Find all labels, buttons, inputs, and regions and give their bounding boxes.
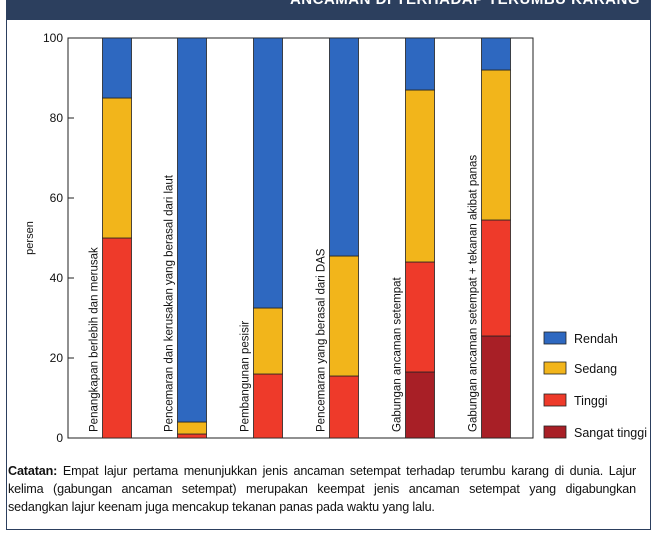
category-label-5: Gabungan ancaman setempat <box>392 276 404 432</box>
bar-4-tinggi <box>329 375 359 439</box>
bar-1-rendah <box>102 37 132 99</box>
legend-swatch-sangat-tinggi <box>543 425 567 439</box>
legend-label-rendah: Rendah <box>574 332 618 346</box>
category-label-6: Gabungan ancaman setempat + tekanan akib… <box>468 155 480 432</box>
bar-2-tinggi <box>177 433 207 439</box>
legend-label-sedang: Sedang <box>574 362 617 376</box>
y-tick-label-60: 60 <box>50 191 64 205</box>
bar-4-rendah <box>329 37 359 257</box>
bar-1-sedang <box>102 97 132 239</box>
y-tick-label-40: 40 <box>50 271 64 285</box>
bar-6-rendah <box>481 37 511 71</box>
legend-swatch-sedang <box>543 361 567 375</box>
legend-swatch-tinggi <box>543 393 567 407</box>
category-label-1: Penangkapan berlebih dan merusak <box>89 247 101 432</box>
legend-swatch-rendah <box>543 331 567 345</box>
category-label-3: Pembangunan pesisir <box>240 321 252 432</box>
bar-2-sedang <box>177 421 207 435</box>
bar-5-sangat-tinggi <box>405 371 435 439</box>
bar-1-tinggi <box>102 237 132 439</box>
plot-frame <box>67 37 534 439</box>
bar-5-sedang <box>405 89 435 263</box>
chart-note: Catatan: Empat lajur pertama menunjukkan… <box>8 462 636 516</box>
legend-label-tinggi: Tinggi <box>574 394 608 408</box>
category-label-2: Pencemaran dan kerusakan yang berasal da… <box>164 174 176 432</box>
header-band: ANCAMAN DI TERHADAP TERUMBU KARANG <box>7 0 650 20</box>
note-label: Catatan: <box>8 464 58 478</box>
bar-6-tinggi <box>481 219 511 337</box>
legend-label-sangat-tinggi: Sangat tinggi <box>574 426 647 440</box>
y-axis-label: persen <box>24 221 36 255</box>
bar-5-rendah <box>405 37 435 91</box>
bar-2-rendah <box>177 37 207 423</box>
bar-5-tinggi <box>405 261 435 373</box>
bar-3-tinggi <box>253 373 283 439</box>
y-tick-label-100: 100 <box>43 31 63 45</box>
bar-6-sedang <box>481 69 511 221</box>
note-text: Empat lajur pertama menunjukkan jenis an… <box>8 464 636 514</box>
stacked-bar-chart: 0 20 40 60 80 100 persen Penangkapan berlebih d… <box>24 31 647 445</box>
bar-3-rendah <box>253 37 283 309</box>
figure-title: ANCAMAN DI TERHADAP TERUMBU KARANG <box>290 0 640 10</box>
y-tick-label-0: 0 <box>56 431 63 445</box>
y-tick-label-80: 80 <box>50 111 64 125</box>
bar-3-sedang <box>253 307 283 375</box>
y-tick-label-20: 20 <box>50 351 64 365</box>
bar-4-sedang <box>329 255 359 377</box>
bar-6-sangat-tinggi <box>481 335 511 439</box>
category-label-4: Pencemaran yang berasal dari DAS <box>316 248 328 432</box>
